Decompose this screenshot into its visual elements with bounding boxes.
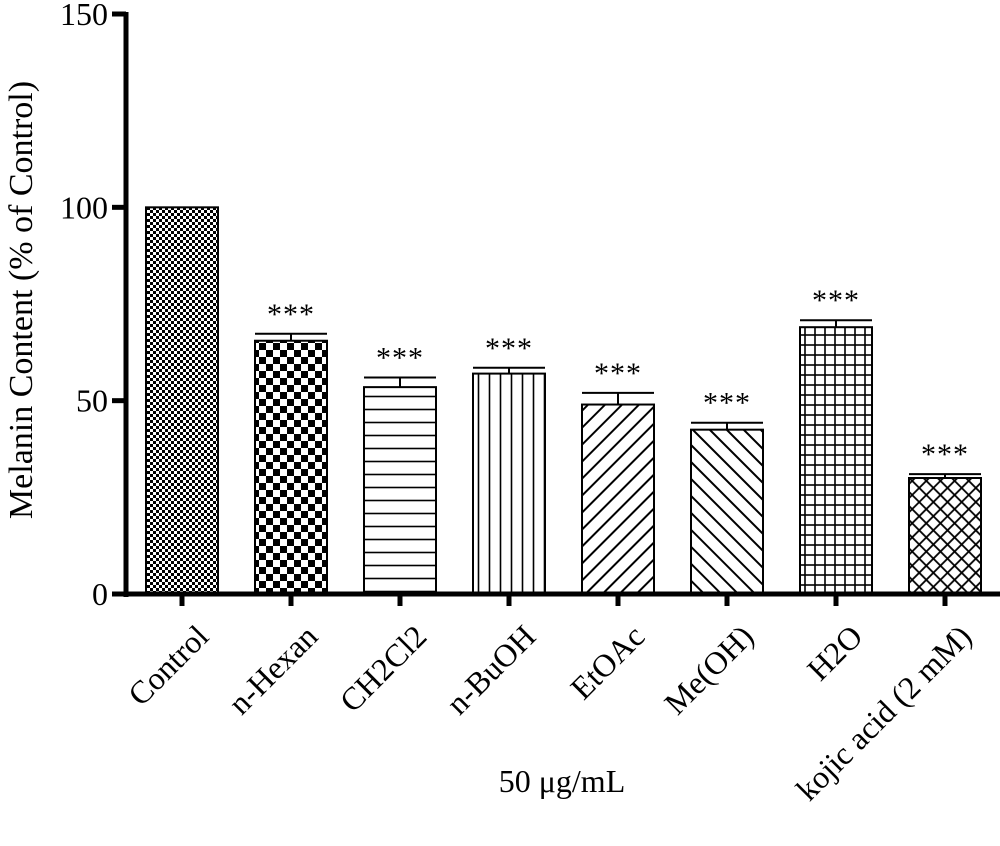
ticks-layer: 0 50 100 150 xyxy=(60,0,948,612)
bar-4 xyxy=(581,403,655,595)
category-label-1: n-Hexan xyxy=(221,618,324,721)
significance-layer: *** *** *** *** *** *** *** xyxy=(267,284,969,471)
category-label-2: CH2Cl2 xyxy=(332,618,433,719)
y-tick-label-2: 100 xyxy=(60,189,108,225)
significance-label-1: *** xyxy=(267,298,315,331)
category-label-6: H2O xyxy=(800,618,869,687)
y-tick-label-0: 0 xyxy=(92,576,108,612)
bar-1 xyxy=(254,339,328,595)
bars-layer xyxy=(145,206,982,595)
significance-label-5: *** xyxy=(703,387,751,420)
bar-3 xyxy=(472,372,546,595)
significance-label-2: *** xyxy=(376,341,424,374)
error-bars-layer xyxy=(255,319,981,478)
category-label-0: Control xyxy=(121,618,216,713)
significance-label-7: *** xyxy=(921,438,969,471)
bar-6 xyxy=(799,326,873,595)
bar-7 xyxy=(908,477,982,595)
bar-2 xyxy=(363,386,437,595)
y-tick-label-3: 150 xyxy=(60,0,108,32)
x-axis-label: 50 μg/mL xyxy=(499,763,625,799)
bar-5 xyxy=(690,428,764,595)
y-axis-label: Melanin Content (% of Control) xyxy=(3,81,40,519)
significance-label-6: *** xyxy=(812,284,860,317)
category-label-3: n-BuOH xyxy=(439,618,542,721)
significance-label-4: *** xyxy=(594,357,642,390)
y-tick-label-1: 50 xyxy=(76,383,108,419)
category-label-4: EtOAc xyxy=(563,618,651,706)
bar-0 xyxy=(145,206,219,595)
axes-layer xyxy=(123,12,1000,597)
significance-label-3: *** xyxy=(485,332,533,365)
category-label-5: Me(OH) xyxy=(657,618,760,721)
